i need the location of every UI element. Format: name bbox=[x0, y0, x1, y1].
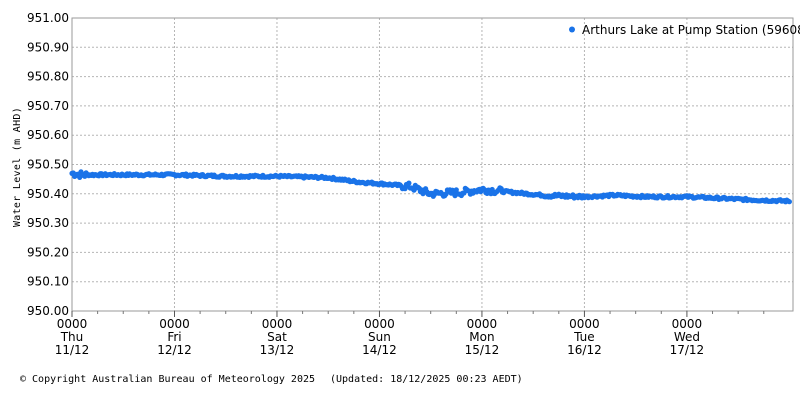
x-tick-label: 13/12 bbox=[260, 343, 295, 357]
y-tick-label: 950.10 bbox=[27, 275, 69, 289]
x-tick-label: 0000 bbox=[262, 317, 293, 331]
y-tick-label: 950.50 bbox=[27, 158, 69, 172]
chart-svg: 950.00 950.10 950.20 950.30 950.40 950.50 950.… bbox=[12, 11, 800, 357]
x-tick-label: 0000 bbox=[159, 317, 190, 331]
data-point bbox=[406, 180, 412, 186]
y-tick-label: 950.20 bbox=[27, 245, 69, 259]
y-tick-label: 950.40 bbox=[27, 187, 69, 201]
x-tick-label: Fri bbox=[167, 330, 181, 344]
plot-border bbox=[71, 17, 794, 312]
legend-marker bbox=[569, 26, 575, 33]
y-tick-label: 950.80 bbox=[27, 70, 69, 84]
x-tick-label: 15/12 bbox=[465, 343, 500, 357]
plot-frame bbox=[71, 17, 794, 312]
x-tick-label: 17/12 bbox=[670, 343, 705, 357]
x-tick-label: 0000 bbox=[467, 317, 498, 331]
y-axis-label: Water Level (m AHD) bbox=[12, 107, 23, 227]
data-point bbox=[461, 190, 467, 196]
y-tick-label: 950.60 bbox=[27, 128, 69, 142]
x-tick-label: Tue bbox=[573, 330, 595, 344]
x-tick-label: 0000 bbox=[569, 317, 600, 331]
x-tick-label: Wed bbox=[674, 330, 700, 344]
y-tick-label: 950.70 bbox=[27, 99, 69, 113]
updated-text: (Updated: 18/12/2025 00:23 AEDT) bbox=[330, 374, 523, 385]
data-point bbox=[786, 199, 793, 205]
x-tick-label: Sat bbox=[267, 330, 287, 344]
legend: Arthurs Lake at Pump Station (596081) bbox=[569, 23, 800, 37]
x-tick-label: 0000 bbox=[672, 317, 703, 331]
x-tick-label: 0000 bbox=[364, 317, 395, 331]
copyright-text: © Copyright Australian Bureau of Meteoro… bbox=[20, 374, 316, 385]
legend-label: Arthurs Lake at Pump Station (596081) bbox=[582, 23, 800, 37]
x-tick-label: 11/12 bbox=[55, 343, 90, 357]
axis-layer: 950.00 950.10 950.20 950.30 950.40 950.50 950.… bbox=[27, 11, 765, 357]
data-layer bbox=[69, 169, 793, 205]
x-tick-label: 14/12 bbox=[362, 343, 397, 357]
x-tick-label: 16/12 bbox=[567, 343, 602, 357]
y-tick-label: 950.00 bbox=[27, 304, 69, 318]
x-tick-label: 12/12 bbox=[157, 343, 192, 357]
x-tick-label: Sun bbox=[368, 330, 391, 344]
x-tick-label: Thu bbox=[60, 330, 84, 344]
grid-layer bbox=[72, 18, 793, 311]
y-tick-label: 950.90 bbox=[27, 40, 69, 54]
y-tick-label: 950.30 bbox=[27, 216, 69, 230]
x-tick-label: 0000 bbox=[57, 317, 88, 331]
y-tick-label: 951.00 bbox=[27, 11, 69, 25]
x-tick-label: Mon bbox=[469, 330, 494, 344]
